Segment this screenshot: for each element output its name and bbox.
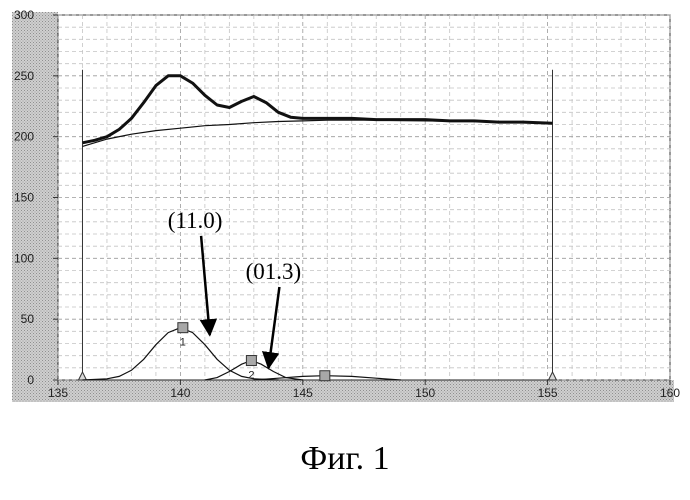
annotation-label-1: (11.0) bbox=[168, 208, 223, 233]
y-tick-label: 250 bbox=[14, 69, 34, 83]
peak-marker-3 bbox=[320, 371, 330, 381]
x-tick-label: 140 bbox=[170, 386, 190, 400]
figure-caption: Фиг. 1 bbox=[0, 440, 690, 478]
y-tick-label: 300 bbox=[14, 8, 34, 22]
x-tick-label: 155 bbox=[538, 386, 558, 400]
x-axis-band bbox=[12, 380, 674, 402]
y-tick-label: 150 bbox=[14, 191, 34, 205]
y-tick-label: 50 bbox=[21, 312, 35, 326]
x-tick-label: 150 bbox=[415, 386, 435, 400]
y-tick-label: 200 bbox=[14, 130, 34, 144]
peak-marker-2 bbox=[246, 356, 256, 366]
x-tick-label: 145 bbox=[293, 386, 313, 400]
xrd-chart: 0 50 100 150 200 250 300 135 140 145 150 155 160 1 2… bbox=[0, 0, 690, 430]
y-tick-label: 100 bbox=[14, 251, 34, 265]
x-tick-label: 160 bbox=[660, 386, 680, 400]
peak-marker-label: 2 bbox=[248, 370, 254, 382]
peak-marker-label: 1 bbox=[180, 337, 186, 349]
x-tick-label: 135 bbox=[48, 386, 68, 400]
annotation-label-2: (01.3) bbox=[246, 259, 302, 284]
peak-marker-1 bbox=[178, 323, 188, 333]
y-tick-label: 0 bbox=[27, 373, 34, 387]
